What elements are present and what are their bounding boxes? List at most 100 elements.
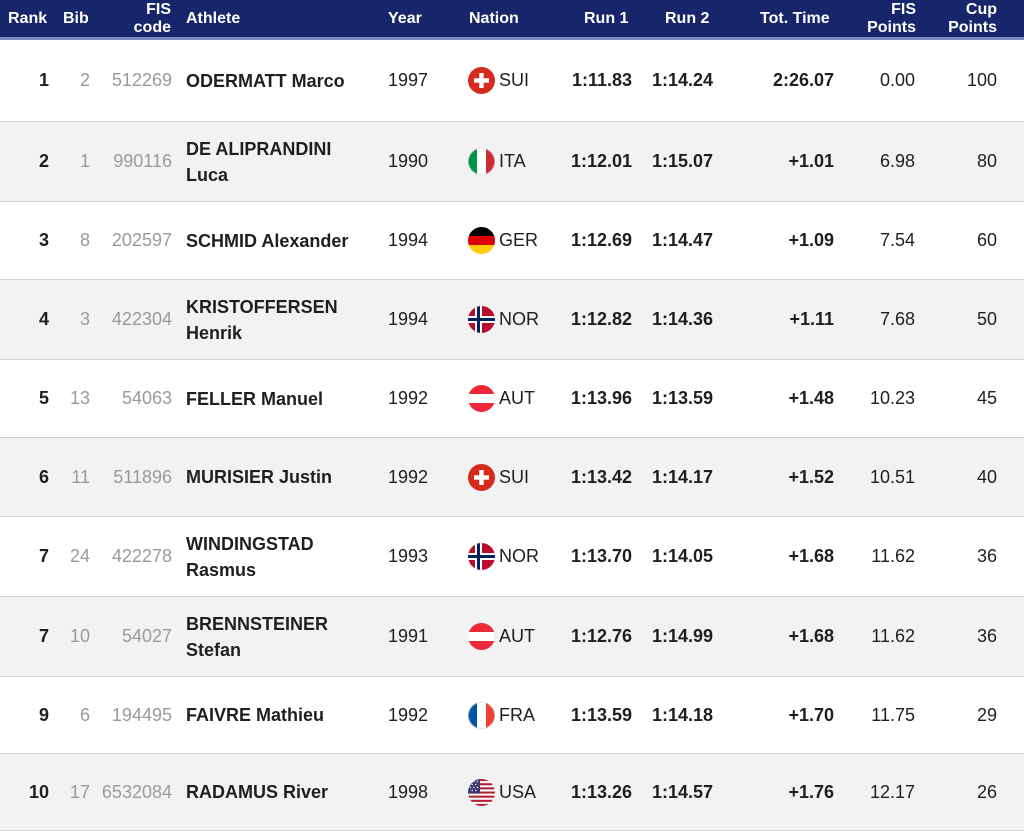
athlete-name-link[interactable]: BRENNSTEINER Stefan — [186, 597, 386, 676]
athlete-last-name: BRENNSTEINER — [186, 613, 329, 634]
nation-cell: NOR — [468, 517, 558, 596]
athlete-name-link[interactable]: KRISTOFFERSEN Henrik — [186, 280, 386, 359]
fis-code-cell: 194495 — [111, 704, 172, 725]
nation-header[interactable]: Nation — [469, 9, 519, 27]
fis-points-cell: 6.98 — [879, 151, 915, 171]
total-time-cell: 2:26.07 — [772, 70, 834, 90]
nation-cell: FRA — [468, 677, 558, 753]
athlete-header[interactable]: Athlete — [186, 9, 241, 27]
table-row[interactable]: 4 3 422304 KRISTOFFERSEN Henrik 1994 NOR 1:12.8… — [0, 280, 1024, 360]
total-time-cell: +1.11 — [789, 309, 834, 329]
athlete-name-link[interactable]: DE ALIPRANDINI Luca — [186, 122, 386, 201]
rank-cell: 7 — [38, 546, 49, 566]
athlete-name-link[interactable]: WINDINGSTAD Rasmus — [186, 517, 386, 596]
table-row[interactable]: 9 6 194495 FAIVRE Mathieu 1992 FRA 1:13.59 1:14… — [0, 677, 1024, 754]
athlete-first-name: Stefan — [186, 639, 242, 660]
nation-cell: SUI — [468, 40, 558, 121]
year-header[interactable]: Year — [388, 9, 422, 27]
nation-code: GER — [499, 230, 539, 250]
athlete-first-name: Henrik — [186, 322, 243, 343]
athlete-name-link[interactable]: ODERMATT Marco — [186, 40, 386, 121]
ita-flag-icon — [468, 148, 495, 175]
sui-flag-icon — [468, 67, 495, 94]
total-time-cell: +1.01 — [788, 151, 834, 171]
athlete-name-link[interactable]: MURISIER Justin — [186, 438, 386, 516]
cup-points-cell: 36 — [976, 546, 997, 566]
athlete-first-name: Luca — [186, 164, 229, 185]
table-row[interactable]: 7 24 422278 WINDINGSTAD Rasmus 1993 NOR 1:13.70… — [0, 517, 1024, 597]
table-header: Rank Bib FIS code Athlete Year Nation Ru… — [0, 0, 1024, 40]
usa-flag-icon — [468, 778, 495, 806]
run2-header[interactable]: Run 2 — [665, 9, 710, 27]
nation-code: SUI — [499, 466, 530, 487]
cup-points-cell: 60 — [976, 230, 997, 250]
total-time-cell: +1.68 — [788, 546, 834, 566]
nation-code: USA — [499, 781, 537, 802]
fis-code-header-line2: code — [133, 18, 171, 36]
nation-cell: AUT — [468, 360, 558, 437]
run2-cell: 1:14.18 — [651, 704, 713, 725]
run1-cell: 1:12.69 — [570, 230, 632, 250]
table-row[interactable]: 5 13 54063 FELLER Manuel 1992 AUT 1:13.96 1:13.… — [0, 360, 1024, 438]
fis-points-header[interactable]: FIS Points — [860, 0, 916, 37]
total-time-cell: +1.76 — [788, 781, 834, 802]
table-row[interactable]: 1 2 512269 ODERMATT Marco 1997 SUI 1:11.83 1:14… — [0, 40, 1024, 122]
fis-points-cell: 11.62 — [871, 546, 915, 566]
rank-cell: 2 — [38, 151, 49, 171]
bib-header[interactable]: Bib — [63, 9, 89, 27]
year-cell: 1994 — [388, 309, 429, 329]
ger-flag-icon — [468, 227, 495, 254]
year-cell: 1992 — [388, 466, 429, 487]
athlete-last-name: RADAMUS River — [186, 782, 329, 802]
run1-cell: 1:13.70 — [570, 546, 632, 566]
nation-cell: NOR — [468, 280, 558, 359]
year-cell: 1992 — [388, 388, 429, 408]
nation-cell: ITA — [468, 122, 558, 201]
year-cell: 1998 — [388, 781, 429, 802]
rank-cell: 7 — [38, 626, 49, 646]
table-row[interactable]: 10 17 6532084 RADAMUS River 1998 USA 1:13.26 1:… — [0, 754, 1024, 831]
cup-points-header[interactable]: Cup Points — [940, 0, 997, 37]
nation-code: ITA — [499, 151, 526, 171]
total-time-header[interactable]: Tot. Time — [760, 9, 830, 27]
fis-points-cell: 10.51 — [869, 466, 915, 487]
year-cell: 1997 — [388, 70, 429, 90]
fis-code-header[interactable]: FIS code — [120, 0, 171, 37]
table-row[interactable]: 3 8 202597 SCHMID Alexander 1994 GER 1:12.69 1:… — [0, 202, 1024, 280]
cup-points-cell: 100 — [966, 70, 997, 90]
bib-cell: 11 — [71, 466, 90, 487]
fis-code-cell: 511896 — [113, 466, 172, 487]
rank-cell: 3 — [38, 230, 49, 250]
table-row[interactable]: 2 1 990116 DE ALIPRANDINI Luca 1990 ITA 1:12.01… — [0, 122, 1024, 202]
run1-header[interactable]: Run 1 — [584, 9, 629, 27]
fis-code-cell: 422304 — [111, 309, 172, 329]
athlete-name-link[interactable]: FELLER Manuel — [186, 360, 386, 437]
bib-cell: 10 — [69, 626, 90, 646]
fis-code-cell: 54063 — [121, 388, 172, 408]
athlete-name-link[interactable]: SCHMID Alexander — [186, 202, 386, 279]
athlete-name-link[interactable]: FAIVRE Mathieu — [186, 677, 386, 753]
nor-flag-icon — [468, 306, 495, 333]
cup-points-cell: 36 — [976, 626, 997, 646]
run1-cell: 1:13.59 — [570, 704, 632, 725]
athlete-last-name: WINDINGSTAD — [186, 533, 314, 554]
rank-header[interactable]: Rank — [8, 9, 48, 27]
cup-points-cell: 45 — [976, 388, 997, 408]
year-cell: 1994 — [388, 230, 429, 250]
fis-code-cell: 512269 — [111, 70, 172, 90]
fis-points-cell: 11.75 — [871, 704, 915, 725]
athlete-name-link[interactable]: RADAMUS River — [186, 754, 386, 830]
nation-code: SUI — [499, 70, 530, 90]
fis-code-cell: 990116 — [113, 151, 172, 171]
total-time-cell: +1.68 — [788, 626, 834, 646]
rank-cell: 1 — [38, 70, 49, 90]
run2-cell: 1:13.59 — [651, 388, 713, 408]
table-row[interactable]: 7 10 54027 BRENNSTEINER Stefan 1991 AUT 1:12.76… — [0, 597, 1024, 677]
aut-flag-icon — [468, 385, 495, 412]
athlete-last-name: SCHMID Alexander — [186, 230, 349, 251]
run2-cell: 1:14.05 — [651, 546, 713, 566]
bib-cell: 2 — [79, 70, 90, 90]
table-row[interactable]: 6 11 511896 MURISIER Justin 1992 SUI 1:13.42 1:… — [0, 438, 1024, 517]
cup-points-cell: 40 — [976, 466, 997, 487]
